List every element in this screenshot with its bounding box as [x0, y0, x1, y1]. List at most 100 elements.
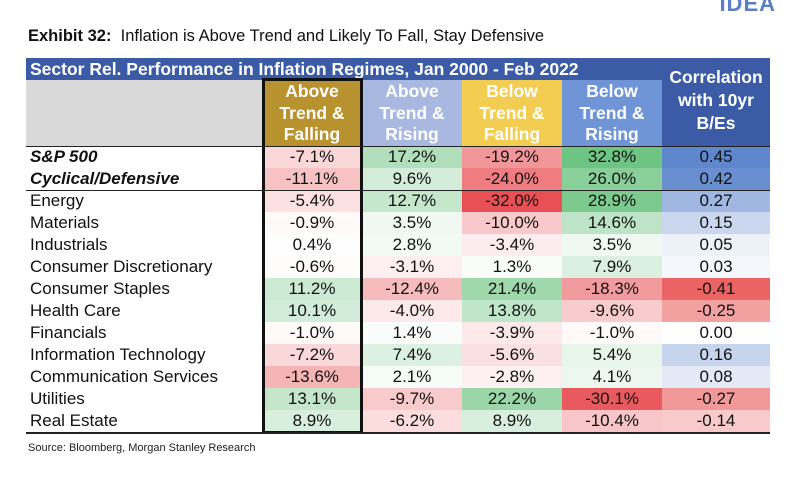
value-cell: 1.3% — [462, 256, 562, 278]
value-cell: -5.6% — [462, 344, 562, 366]
table-row-consumer-staples: Consumer Staples 11.2% -12.4% 21.4% -18.3% -0… — [26, 278, 770, 300]
correlation-cell: 0.05 — [662, 234, 770, 256]
row-label: Real Estate — [30, 411, 118, 430]
row-label: Utilities — [30, 389, 85, 408]
row-label: Health Care — [30, 301, 121, 320]
value-cell: 12.7% — [362, 190, 462, 212]
value-cell: -12.4% — [362, 278, 462, 300]
correlation-cell: 0.15 — [662, 212, 770, 234]
correlation-cell: 0.00 — [662, 322, 770, 344]
value-cell: 7.4% — [362, 344, 462, 366]
value-cell: -5.4% — [262, 190, 362, 212]
correlation-cell: -0.14 — [662, 410, 770, 432]
table-row-energy: Energy -5.4% 12.7% -32.0% 28.9% 0.27 — [26, 190, 770, 212]
value-cell: 22.2% — [462, 388, 562, 410]
correlation-cell: 0.45 — [662, 146, 770, 168]
table-row-consumer-discretionary: Consumer Discretionary -0.6% -3.1% 1.3% 7.9%… — [26, 256, 770, 278]
table-bottom-border — [26, 432, 770, 434]
row-label: Materials — [30, 213, 99, 232]
row-label: Consumer Discretionary — [30, 257, 213, 276]
value-cell: 13.8% — [462, 300, 562, 322]
value-cell: -19.2% — [462, 146, 562, 168]
exhibit-title-text: Inflation is Above Trend and Likely To F… — [120, 27, 545, 45]
row-label: S&P 500 — [30, 147, 98, 166]
value-cell: 4.1% — [562, 366, 662, 388]
row-label: Industrials — [30, 235, 108, 254]
value-cell: 10.1% — [262, 300, 362, 322]
value-cell: 13.1% — [262, 388, 362, 410]
value-cell: -4.0% — [362, 300, 462, 322]
value-cell: 8.9% — [462, 410, 562, 432]
row-label: Consumer Staples — [30, 279, 170, 298]
value-cell: 21.4% — [462, 278, 562, 300]
value-cell: -0.6% — [262, 256, 362, 278]
source-note: Source: Bloomberg, Morgan Stanley Resear… — [28, 442, 256, 454]
value-cell: -13.6% — [262, 366, 362, 388]
brand-logo: IDEA — [719, 0, 776, 16]
value-cell: -32.0% — [462, 190, 562, 212]
correlation-cell: 0.03 — [662, 256, 770, 278]
correlation-cell: 0.27 — [662, 190, 770, 212]
value-cell: -2.8% — [462, 366, 562, 388]
value-cell: 2.1% — [362, 366, 462, 388]
value-cell: 32.8% — [562, 146, 662, 168]
column-header-correlation: Correlation with 10yr B/Es — [662, 58, 770, 146]
value-cell: 2.8% — [362, 234, 462, 256]
row-label: Information Technology — [30, 345, 206, 364]
column-header-above-trend-rising: Above Trend & Rising — [362, 80, 462, 146]
value-cell: -7.2% — [262, 344, 362, 366]
value-cell: -11.1% — [262, 168, 362, 190]
value-cell: -0.9% — [262, 212, 362, 234]
performance-table: Sector Rel. Performance in Inflation Reg… — [26, 58, 770, 434]
value-cell: -24.0% — [462, 168, 562, 190]
value-cell: 0.4% — [262, 234, 362, 256]
value-cell: -9.7% — [362, 388, 462, 410]
value-cell: 3.5% — [362, 212, 462, 234]
value-cell: -1.0% — [262, 322, 362, 344]
value-cell: 1.4% — [362, 322, 462, 344]
value-cell: -6.2% — [362, 410, 462, 432]
value-cell: -3.4% — [462, 234, 562, 256]
row-label: Communication Services — [30, 367, 219, 386]
correlation-cell: 0.08 — [662, 366, 770, 388]
table-row-information-technology: Information Technology -7.2% 7.4% -5.6% 5.4%… — [26, 344, 770, 366]
value-cell: 3.5% — [562, 234, 662, 256]
correlation-cell: -0.25 — [662, 300, 770, 322]
correlation-cell: 0.42 — [662, 168, 770, 190]
column-header-below-trend-falling: Below Trend & Falling — [462, 80, 562, 146]
table-row-real-estate: Real Estate 8.9% -6.2% 8.9% -10.4% -0.14 — [26, 410, 770, 432]
row-separator — [26, 145, 770, 147]
value-cell: 14.6% — [562, 212, 662, 234]
value-cell: 9.6% — [362, 168, 462, 190]
exhibit-title: Exhibit 32: Inflation is Above Trend and… — [28, 27, 544, 46]
table-row-utilities: Utilities 13.1% -9.7% 22.2% -30.1% -0.27 — [26, 388, 770, 410]
correlation-cell: -0.41 — [662, 278, 770, 300]
value-cell: -1.0% — [562, 322, 662, 344]
value-cell: 26.0% — [562, 168, 662, 190]
row-separator — [26, 189, 770, 191]
value-cell: 11.2% — [262, 278, 362, 300]
row-label: Financials — [30, 323, 107, 342]
table-header-bar: Sector Rel. Performance in Inflation Reg… — [26, 58, 770, 80]
value-cell: -3.1% — [362, 256, 462, 278]
value-cell: -7.1% — [262, 146, 362, 168]
table-row-materials: Materials -0.9% 3.5% -10.0% 14.6% 0.15 — [26, 212, 770, 234]
table-row-financials: Financials -1.0% 1.4% -3.9% -1.0% 0.00 — [26, 322, 770, 344]
value-cell: -10.0% — [462, 212, 562, 234]
row-label: Energy — [30, 191, 84, 210]
table-row-communication-services: Communication Services -13.6% 2.1% -2.8% 4.1… — [26, 366, 770, 388]
exhibit-label: Exhibit 32: — [28, 27, 112, 45]
value-cell: -3.9% — [462, 322, 562, 344]
value-cell: 8.9% — [262, 410, 362, 432]
correlation-cell: 0.16 — [662, 344, 770, 366]
correlation-cell: -0.27 — [662, 388, 770, 410]
table-row-health-care: Health Care 10.1% -4.0% 13.8% -9.6% -0.25 — [26, 300, 770, 322]
column-header-above-trend-falling: Above Trend & Falling — [262, 80, 362, 146]
value-cell: 17.2% — [362, 146, 462, 168]
value-cell: 5.4% — [562, 344, 662, 366]
table-row-s-p-500: S&P 500 -7.1% 17.2% -19.2% 32.8% 0.45 — [26, 146, 770, 168]
value-cell: 7.9% — [562, 256, 662, 278]
value-cell: -9.6% — [562, 300, 662, 322]
column-header-below-trend-rising: Below Trend & Rising — [562, 80, 662, 146]
table-header-title: Sector Rel. Performance in Inflation Reg… — [30, 59, 579, 79]
